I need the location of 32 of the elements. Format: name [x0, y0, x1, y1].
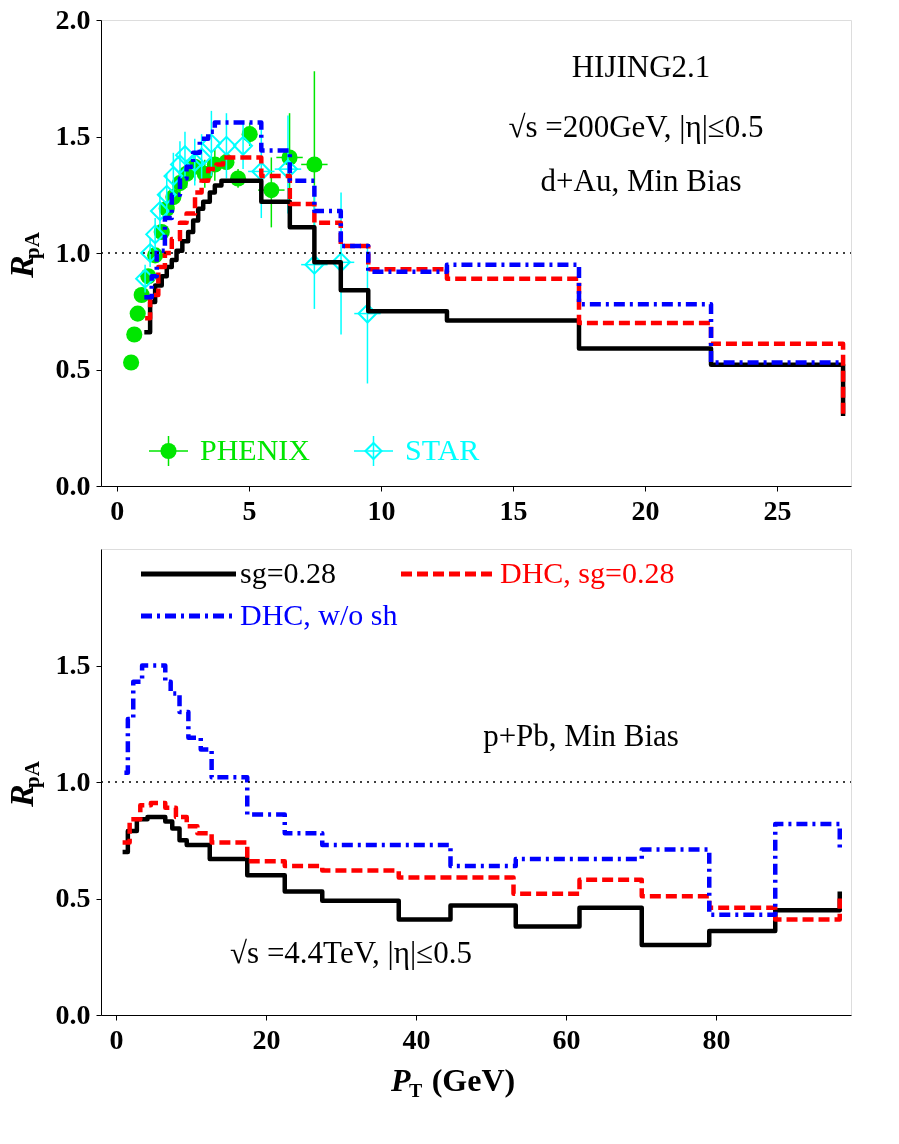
annotation: √s =200GeV, |η|≤0.5 — [508, 109, 764, 144]
y-tick-label: 1.5 — [55, 649, 91, 680]
legend-label: STAR — [405, 433, 480, 466]
legend-label: PHENIX — [200, 433, 311, 466]
y-tick-label: 0.5 — [55, 882, 91, 913]
y-tick-label: 1.0 — [55, 236, 91, 268]
x-tick-label: 40 — [402, 1023, 431, 1055]
annotation: HIJING2.1 — [571, 49, 711, 84]
y-tick-label: 1.0 — [55, 765, 91, 797]
y-tick-label: 1.5 — [55, 120, 91, 151]
x-tick-label: 20 — [252, 1023, 281, 1055]
x-tick-label: 5 — [242, 494, 257, 526]
x-tick-label: 20 — [631, 494, 660, 526]
y-axis-title: RpA — [3, 760, 45, 808]
x-tick-label: 25 — [763, 494, 792, 526]
legend-label: sg=0.28 — [240, 556, 337, 589]
y-tick-label: 0.0 — [55, 998, 91, 1030]
annotation: d+Au, Min Bias — [540, 163, 742, 198]
legend-label: DHC, w/o sh — [240, 598, 398, 631]
y-tick-label: 0.0 — [55, 469, 91, 501]
x-tick-label: 10 — [367, 494, 396, 526]
annotation: p+Pb, Min Bias — [483, 718, 679, 753]
x-tick-label: 60 — [552, 1023, 581, 1055]
x-tick-label: 0 — [110, 494, 125, 526]
x-tick-label: 15 — [499, 494, 528, 526]
y-axis-title: RpA — [3, 231, 45, 279]
x-tick-label: 0 — [109, 1023, 124, 1055]
annotation: √s =4.4TeV, |η|≤0.5 — [230, 935, 472, 970]
y-tick-label: 2.0 — [55, 3, 91, 35]
y-tick-label: 0.5 — [55, 353, 91, 384]
legend-label: DHC, sg=0.28 — [500, 556, 675, 589]
x-tick-label: 80 — [702, 1023, 731, 1055]
